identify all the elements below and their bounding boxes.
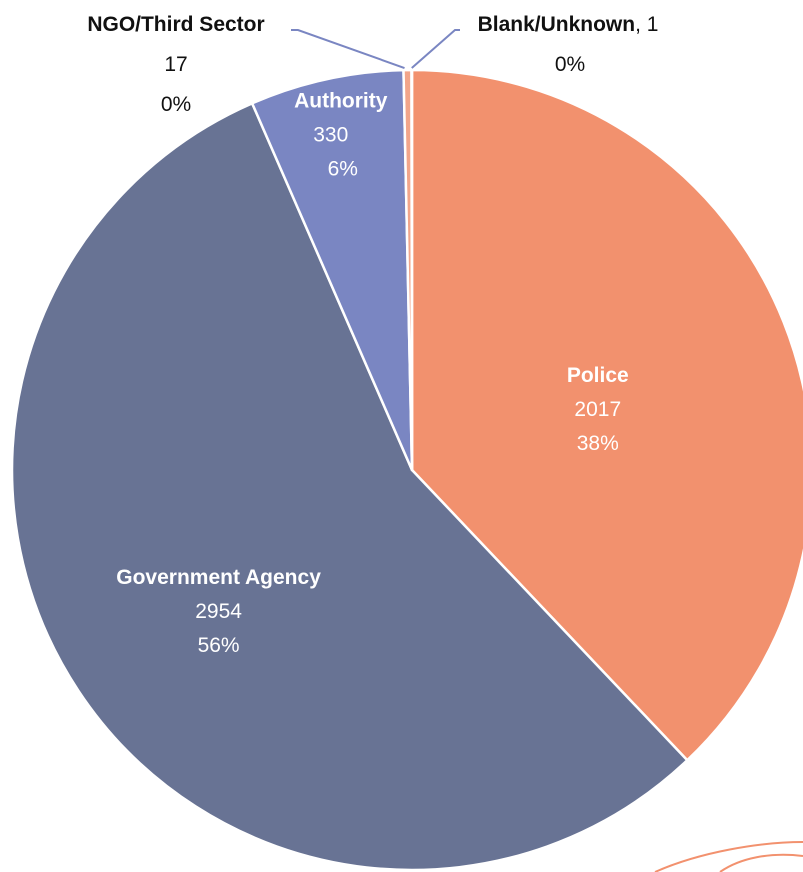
slice-label-name-local-authority: Local — [313, 56, 368, 79]
slice-label-name-ngo-third-sector: NGO/Third Sector — [87, 13, 264, 36]
leader-line-ngo-third-sector — [291, 29, 405, 69]
pie-slice-police — [410, 68, 803, 762]
slice-label-value-government-agency: 2954 — [195, 600, 242, 623]
slice-label-percent-police: 38% — [577, 432, 619, 455]
slice-label-percent-ngo-third-sector: 0% — [161, 93, 191, 116]
slice-label-name-blank-unknown: Blank/Unknown, 1 — [478, 13, 659, 36]
pie-slice-government-agency — [10, 102, 689, 872]
slice-label-value-police: 2017 — [574, 398, 621, 421]
slice-label-value-local-authority: 330 — [313, 124, 348, 147]
slice-label-name-government-agency: Government Agency — [116, 566, 321, 589]
slice-label-percent-government-agency: 56% — [198, 634, 240, 657]
pie-slice-local-authority — [250, 68, 414, 472]
slice-label-value-ngo-third-sector: 17 — [164, 53, 187, 76]
slice-label-percent-blank-unknown: 0% — [555, 53, 585, 76]
slice-label-name-police: Police — [567, 364, 629, 387]
leader-line-blank-unknown — [411, 29, 460, 69]
slice-label-name-local-authority: Authority — [294, 90, 388, 113]
decorative-swirl — [654, 841, 803, 872]
pie-slices — [10, 68, 803, 872]
leader-lines — [291, 29, 460, 69]
slice-label-percent-local-authority: 6% — [328, 158, 358, 181]
slice-labels: Police 2017 38% Government Agency 2954 56% Loc… — [87, 13, 658, 657]
